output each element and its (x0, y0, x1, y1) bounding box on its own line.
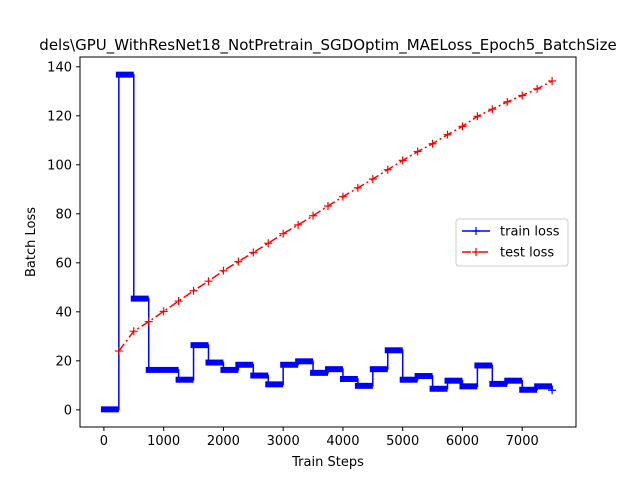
legend-label-train: train loss (500, 225, 560, 240)
train-loss-marker-band (489, 380, 508, 387)
y-tick-label: 100 (47, 158, 72, 173)
x-tick-label: 5000 (386, 434, 419, 449)
train-loss-marker-band (474, 362, 493, 369)
train-loss-marker-band (459, 383, 478, 390)
train-loss-marker-band (295, 358, 314, 365)
train-loss-marker-band (339, 375, 358, 382)
train-loss-marker-band (250, 372, 269, 379)
train-loss-marker-band (504, 377, 523, 384)
test-loss-marker (548, 77, 557, 86)
test-loss-marker (368, 175, 377, 184)
x-tick-label: 6000 (446, 434, 479, 449)
train-loss-marker-band (100, 406, 119, 413)
x-tick-label: 4000 (326, 434, 359, 449)
test-loss-marker (114, 347, 123, 356)
test-loss-marker (324, 201, 332, 210)
train-loss-marker-band (384, 347, 403, 354)
test-loss-marker (488, 105, 497, 114)
train-loss-marker-band (399, 376, 418, 383)
train-loss-marker-band (265, 381, 284, 388)
y-tick-label: 40 (55, 305, 72, 320)
y-tick-label: 140 (47, 60, 72, 75)
test-loss-marker (219, 266, 228, 275)
test-loss-marker (503, 97, 512, 106)
legend: train loss test loss (455, 218, 569, 267)
y-tick-label: 120 (47, 109, 72, 124)
train-loss-marker-band (354, 382, 373, 389)
x-tick-label: 0 (100, 434, 108, 449)
test-loss-marker (234, 257, 243, 266)
train-loss-marker-band (369, 366, 388, 373)
y-axis: 0 20 40 60 80 100 120 140 (47, 60, 80, 418)
test-loss-marker (294, 220, 303, 229)
test-loss-marker (533, 84, 542, 93)
train-loss-marker-band (280, 361, 299, 368)
train-loss-marker-band (115, 71, 134, 78)
test-loss-marker (398, 156, 407, 165)
y-axis-label: Batch Loss (24, 207, 39, 277)
x-tick-label: 7000 (506, 434, 539, 449)
x-tick-label: 1000 (147, 434, 180, 449)
test-loss-marker (249, 248, 258, 257)
y-tick-label: 0 (64, 403, 72, 418)
test-loss-marker (129, 327, 138, 336)
train-loss-marker-band (145, 366, 179, 373)
y-tick-label: 80 (55, 207, 72, 222)
train-loss-marker-band (444, 377, 463, 384)
train-loss-marker-band (429, 385, 448, 392)
train-loss-marker-band (414, 373, 433, 380)
x-tick-label: 2000 (207, 434, 240, 449)
test-loss-marker (204, 277, 213, 286)
x-axis: 0 1000 2000 3000 4000 5000 6000 7000 (100, 427, 539, 449)
y-tick-label: 60 (55, 256, 72, 271)
x-tick-label: 3000 (267, 434, 300, 449)
train-loss-marker-band (175, 376, 194, 383)
test-loss-marker (338, 192, 347, 201)
test-loss-marker (458, 122, 467, 131)
train-loss-marker-band (235, 361, 254, 368)
legend-marker (472, 248, 480, 256)
legend-label-test: test loss (500, 246, 554, 261)
train-loss-marker-band (220, 366, 239, 373)
chart-title: dels\GPU_WithResNet18_NotPretrain_SGDOpt… (39, 36, 616, 55)
test-loss-marker (144, 317, 153, 326)
test-loss-marker (279, 229, 288, 238)
train-loss-marker-band (130, 295, 149, 302)
test-loss-marker (443, 130, 452, 139)
test-loss-marker (189, 286, 198, 295)
test-loss-marker (309, 211, 318, 220)
test-loss-marker (428, 139, 437, 148)
legend-marker (472, 227, 480, 235)
train-loss-marker-band (205, 359, 224, 366)
test-loss-marker (264, 239, 273, 248)
test-loss-marker (413, 147, 422, 156)
plot-area-frame (79, 56, 577, 428)
test-loss-marker (159, 307, 168, 316)
x-axis-label: Train Steps (291, 455, 364, 470)
train-loss-marker-band (534, 383, 553, 390)
train-loss-marker-band (310, 369, 328, 376)
train-loss-marker-band (519, 386, 538, 393)
test-loss-marker (518, 91, 527, 100)
test-loss-marker (174, 297, 183, 306)
test-loss-line (118, 80, 553, 352)
y-tick-label: 20 (55, 354, 72, 369)
test-loss-marker (383, 165, 392, 174)
train-loss-marker-band (190, 342, 209, 349)
train-loss-marker (548, 386, 557, 395)
test-loss-marker (473, 112, 482, 121)
test-loss-marker (353, 183, 362, 192)
train-loss-marker-band (325, 366, 343, 373)
